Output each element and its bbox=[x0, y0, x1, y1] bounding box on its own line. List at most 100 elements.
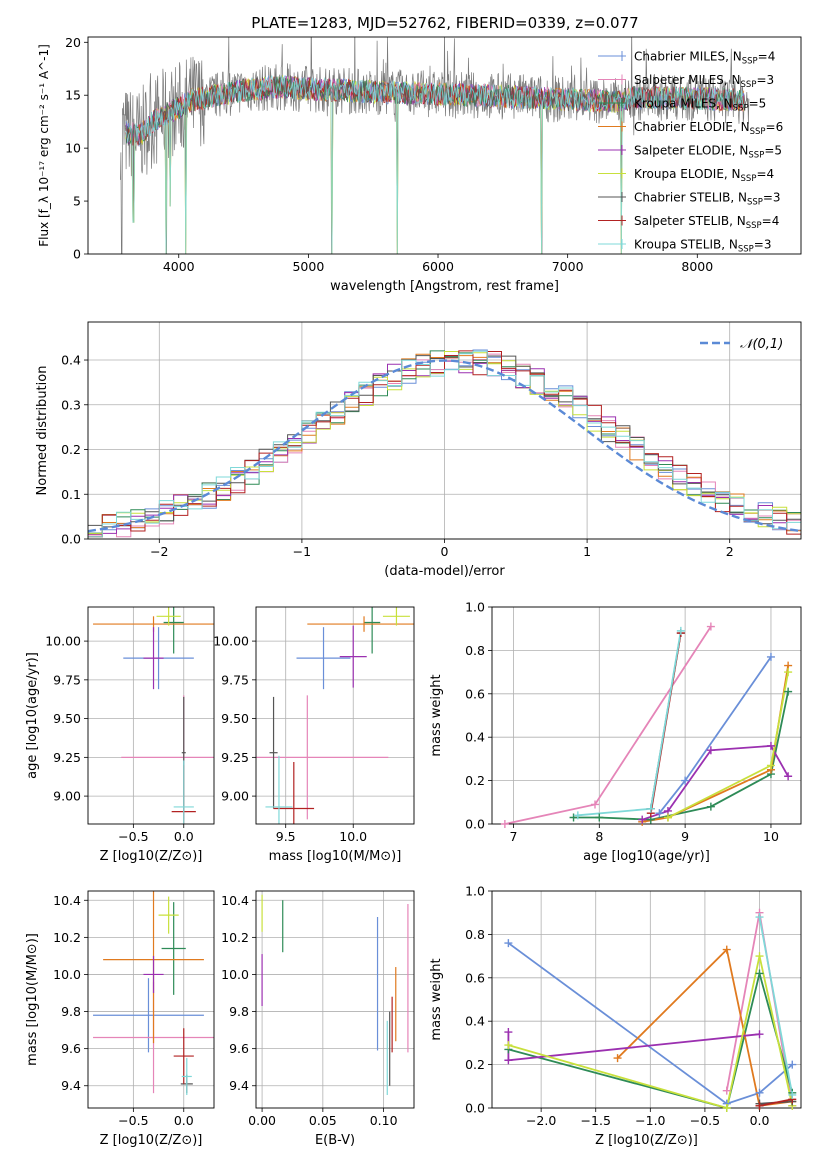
weight_vs_age-panel: 7 8 9 10 0.0 0.2 0.4 0.6 0.8 1.0 age [log10(age/yr… bbox=[429, 600, 802, 864]
mass_vs_ebv-y-tick-label: 9.4 bbox=[229, 1078, 249, 1093]
spectrum-y-tick-label: 10 bbox=[65, 141, 81, 156]
spectrum-x-tick-label: 6000 bbox=[422, 259, 454, 274]
weight_vs_Z-x-tick-label: 0.0 bbox=[750, 1113, 770, 1128]
mass_vs_ebv-y-tick-label: 10.4 bbox=[221, 893, 249, 908]
weight-point-marker bbox=[706, 802, 715, 811]
weight_vs_Z-y-tick-label: 0.6 bbox=[465, 970, 485, 985]
mass_vs_ebv-y-tick-label: 10.0 bbox=[221, 967, 249, 982]
weight-series-line bbox=[641, 744, 789, 821]
weight-point-marker bbox=[788, 1060, 797, 1069]
weight-point-marker bbox=[706, 746, 715, 755]
residuals-y-tick-label: 0.0 bbox=[61, 532, 81, 547]
age_vs_Z-grid bbox=[88, 607, 214, 824]
mass_vs_ebv-grid bbox=[256, 891, 414, 1108]
residuals-x-tick-label: 1 bbox=[583, 544, 591, 559]
mass_vs_Z-x-tick-label: −0.5 bbox=[118, 1113, 148, 1128]
weight-point-marker bbox=[595, 813, 604, 822]
weight-point-marker bbox=[766, 761, 775, 770]
mass_vs_ebv-frame bbox=[255, 890, 415, 1109]
age_vs_Z-frame bbox=[87, 606, 215, 825]
weight-series-line bbox=[759, 1098, 793, 1107]
weight-series-line bbox=[573, 691, 789, 821]
residuals-panel: −2 −1 0 1 2 0.0 0.1 0.2 0.3 0.4 (data-model)/error… bbox=[35, 321, 802, 579]
mass_vs_Z-panel: −0.5 0.0 9.4 9.6 9.8 10.0 10.2 10.4 Z [log10(Z/Z… bbox=[25, 890, 215, 1148]
spectrum-x-tick-label: 7000 bbox=[552, 259, 584, 274]
weight-point-marker bbox=[681, 776, 690, 785]
weight_vs_Z-x-tick-label: −1.0 bbox=[635, 1113, 665, 1128]
age_vs_mass-y-tick-label: 9.75 bbox=[221, 672, 249, 687]
weight-point-marker bbox=[755, 913, 764, 922]
weight_vs_age-y-tick-label: 0.2 bbox=[465, 773, 485, 788]
age_vs_mass-x-tick-label: 10.0 bbox=[339, 829, 367, 844]
residuals-x-tick-label: −2 bbox=[150, 544, 168, 559]
weight-point-marker bbox=[722, 945, 731, 954]
spectrum-y-tick-label: 0 bbox=[73, 247, 81, 262]
spectrum-y-axis-label: Flux [f_λ 10⁻¹⁷ erg cm⁻² s⁻¹ A^-1] bbox=[37, 44, 51, 247]
legend-label: Chabrier STELIB, NSSP=3 bbox=[634, 191, 781, 208]
weight_vs_age-y-tick-label: 0.6 bbox=[465, 686, 485, 701]
weight_vs_age-grid bbox=[492, 606, 801, 825]
mass_vs_Z-y-tick-label: 10.2 bbox=[53, 930, 81, 945]
residuals-x-tick-label: −1 bbox=[293, 544, 311, 559]
weight-point-marker bbox=[766, 652, 775, 661]
mass_vs_Z-y-tick-label: 9.8 bbox=[61, 1004, 81, 1019]
age_vs_mass-frame bbox=[255, 606, 415, 825]
weight-point-marker bbox=[755, 1101, 764, 1110]
mass_vs_Z-grid bbox=[88, 891, 214, 1108]
legend-label: Kroupa ELODIE, NSSP=4 bbox=[634, 167, 774, 184]
weight_vs_Z-grid bbox=[492, 890, 801, 1109]
weight-series-line bbox=[508, 955, 794, 1108]
age_vs_mass-x-tick-label: 9.5 bbox=[276, 829, 296, 844]
age_vs_mass-y-tick-label: 9.25 bbox=[221, 750, 249, 765]
age_vs_mass-x-axis-label: mass [log10(M/M⊙)] bbox=[269, 849, 402, 864]
residual-histogram-step bbox=[88, 350, 801, 538]
mass_vs_ebv-plot-area bbox=[261, 894, 409, 1096]
residuals-y-tick-label: 0.4 bbox=[61, 353, 81, 368]
mass_vs_Z-y-tick-label: 10.4 bbox=[53, 893, 81, 908]
age_vs_Z-x-tick-label: 0.0 bbox=[174, 829, 194, 844]
residuals-x-tick-label: 2 bbox=[726, 544, 734, 559]
residuals-y-tick-label: 0.3 bbox=[61, 397, 81, 412]
weight-point-marker bbox=[755, 952, 764, 961]
spectrum-y-tick-label: 20 bbox=[65, 35, 81, 50]
weight_vs_age-x-tick-label: 7 bbox=[509, 829, 517, 844]
legend-label: Kroupa MILES, NSSP=5 bbox=[634, 97, 766, 114]
weight_vs_Z-x-axis-label: Z [log10(Z/Z⊙)] bbox=[595, 1133, 698, 1148]
weight_vs_Z-y-axis-label: mass weight bbox=[429, 958, 444, 1040]
mass_vs_Z-frame bbox=[87, 890, 215, 1109]
age_vs_Z-panel: −0.5 0.0 9.00 9.25 9.50 9.75 10.00 Z [log10(Z/Z… bbox=[25, 606, 215, 864]
weight-point-marker bbox=[706, 622, 715, 631]
weight-point-marker bbox=[766, 741, 775, 750]
legend-label: Chabrier MILES, NSSP=4 bbox=[634, 50, 775, 67]
mass_vs_Z-y-tick-label: 9.6 bbox=[61, 1041, 81, 1056]
age_vs_mass-plot-area bbox=[256, 607, 414, 824]
weight-point-marker bbox=[655, 809, 664, 818]
spectrum-panel: 4000 5000 6000 7000 8000 0 5 10 15 20 wavelength [… bbox=[37, 35, 802, 294]
weight_vs_Z-x-tick-label: −2.0 bbox=[526, 1113, 556, 1128]
weight_vs_Z-frame bbox=[491, 890, 802, 1109]
weight_vs_age-y-tick-label: 0.4 bbox=[465, 730, 485, 745]
mass_vs_Z-x-axis-label: Z [log10(Z/Z⊙)] bbox=[100, 1133, 203, 1148]
mass_vs_ebv-x-axis-label: E(B-V) bbox=[315, 1133, 355, 1148]
weight_vs_age-y-tick-label: 0.8 bbox=[465, 643, 485, 658]
mass_vs_Z-plot-area bbox=[93, 891, 214, 1096]
spectrum-frame bbox=[87, 36, 802, 255]
weight_vs_age-x-axis-label: age [log10(age/yr)] bbox=[583, 849, 710, 864]
weight-point-marker bbox=[504, 939, 513, 948]
weight-point-marker bbox=[784, 772, 793, 781]
weight-point-marker bbox=[784, 687, 793, 696]
weight-point-marker bbox=[722, 1104, 731, 1112]
weight-series-line bbox=[577, 630, 682, 817]
legend-label: Salpeter STELIB, NSSP=4 bbox=[634, 214, 779, 231]
age_vs_mass-y-tick-label: 10.00 bbox=[213, 634, 249, 649]
age_vs_Z-x-tick-label: −0.5 bbox=[118, 829, 148, 844]
age_vs_mass-y-tick-label: 9.50 bbox=[221, 711, 249, 726]
weight_vs_Z-panel: −2.0 −1.5 −1.0 −0.5 0.0 0.0 0.2 0.4 0.6 0.8 1.0 Z [… bbox=[429, 884, 802, 1148]
mass_vs_ebv-y-tick-label: 9.8 bbox=[229, 1004, 249, 1019]
mass_vs_ebv-y-tick-label: 9.6 bbox=[229, 1041, 249, 1056]
weight_vs_age-plot-area bbox=[504, 626, 789, 824]
weight_vs_age-y-tick-label: 0.0 bbox=[465, 817, 485, 832]
weight_vs_age-x-tick-label: 9 bbox=[681, 829, 689, 844]
weight-point-marker bbox=[504, 1028, 513, 1037]
age_vs_Z-y-tick-label: 10.00 bbox=[45, 634, 81, 649]
